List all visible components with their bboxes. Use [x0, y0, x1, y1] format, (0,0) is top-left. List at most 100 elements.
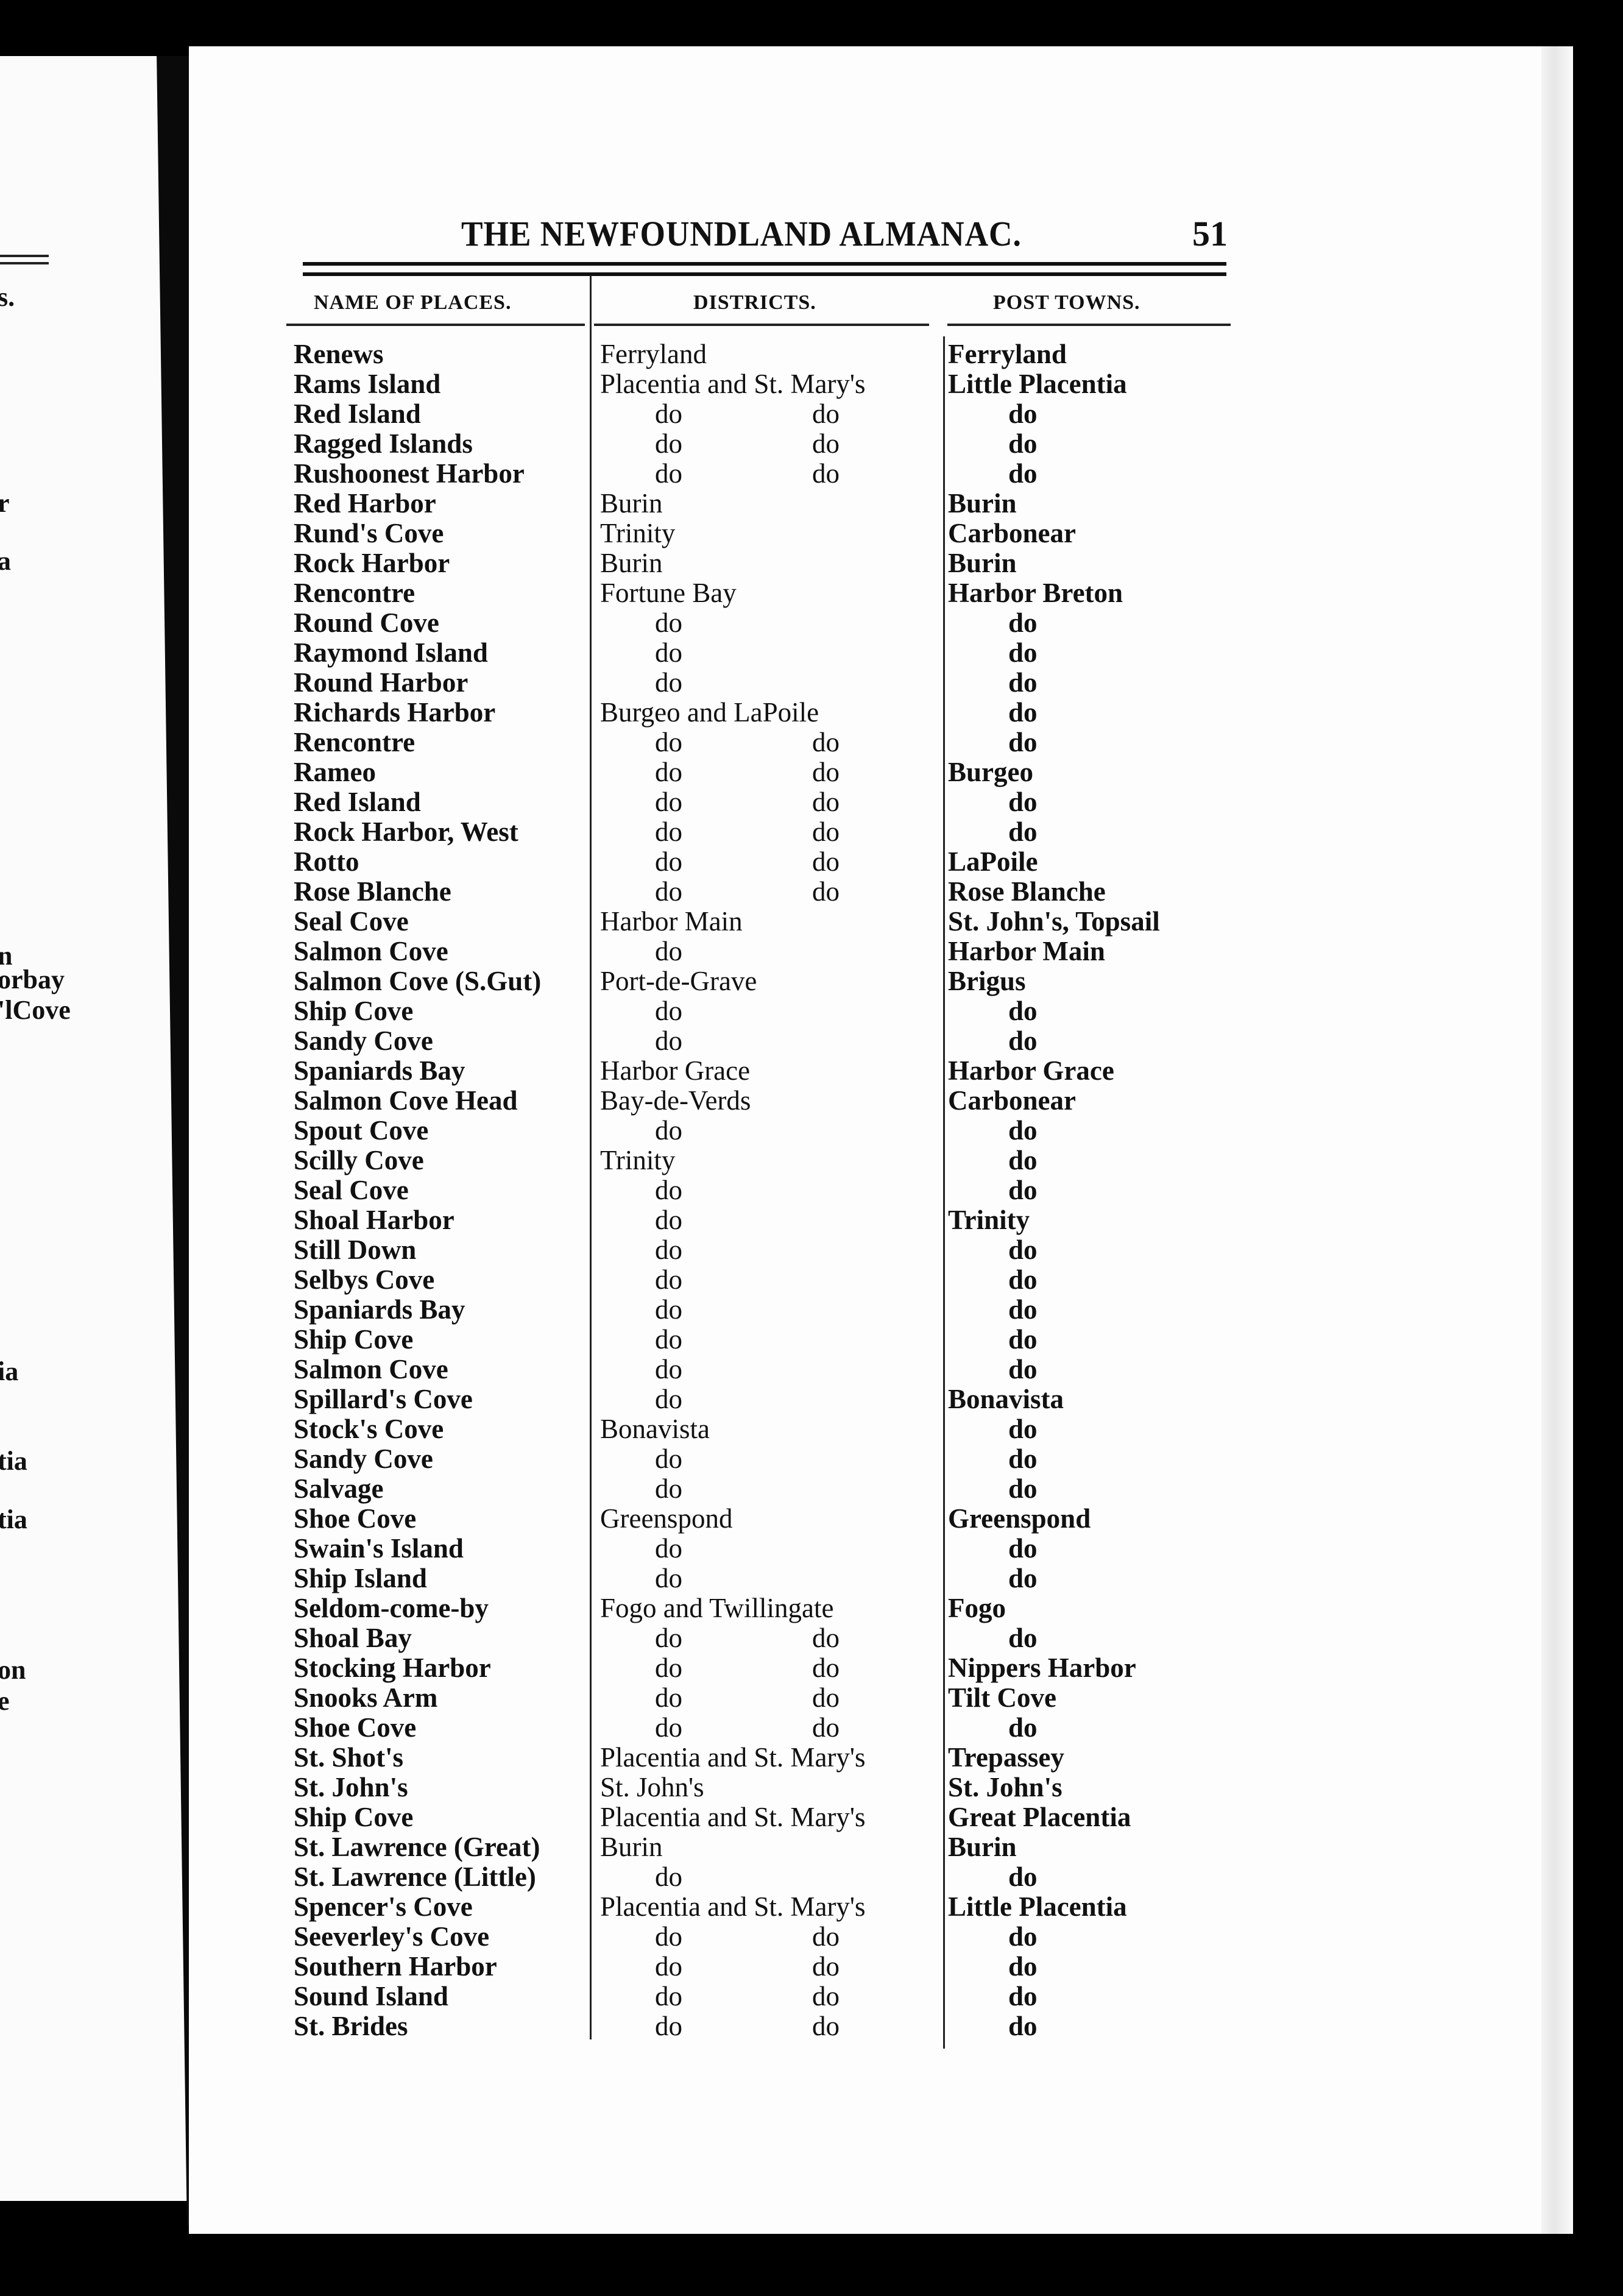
place-name: Spout Cove [294, 1115, 429, 1146]
district: do [655, 1205, 682, 1235]
table-row: Sandy Cove do do [0, 1026, 1340, 1056]
post-town: do [1008, 1294, 1038, 1325]
district: do [655, 428, 682, 459]
district: Bay-de-Verds [600, 1085, 751, 1116]
table-row: Round Harbor do do [0, 668, 1340, 698]
table-row: Shoe Cove Greenspond Greenspond [0, 1504, 1340, 1534]
place-name: Seeverley's Cove [294, 1921, 490, 1952]
table-row: Ship Cove Placentia and St. Mary's Great P… [0, 1802, 1340, 1832]
table-row: Richards Harbor Burgeo and LaPoile do [0, 698, 1340, 728]
table-row: Still Down do do [0, 1235, 1340, 1265]
table-row: Salvage do do [0, 1474, 1340, 1504]
table-row: Shoal Harbor do Trinity [0, 1205, 1340, 1235]
post-town: do [1008, 1145, 1038, 1175]
district: do [655, 1951, 682, 1982]
table-row: Salmon Cove (S.Gut) Port-de-Grave Brigus [0, 966, 1340, 996]
table-row: Rams Island Placentia and St. Mary's Littl… [0, 369, 1340, 399]
place-name: Ship Island [294, 1563, 427, 1593]
facing-page-text: tia [0, 1504, 27, 1534]
post-town: Carbonear [948, 1085, 1076, 1116]
place-name: Salmon Cove [294, 1354, 448, 1384]
table-row: Rameo do do Burgeo [0, 757, 1340, 787]
district: do [655, 996, 682, 1026]
table-row: Rencontre Fortune Bay Harbor Breton [0, 578, 1340, 608]
place-name: Rameo [294, 757, 376, 787]
table-row: Stock's Cove Bonavista do [0, 1414, 1340, 1444]
post-town: Greenspond [948, 1503, 1091, 1534]
district: Placentia and St. Mary's [600, 1742, 866, 1773]
place-name: Rams Island [294, 369, 441, 399]
place-name: Salvage [294, 1473, 384, 1504]
district: Placentia and St. Mary's [600, 369, 866, 399]
post-town: do [1008, 1951, 1038, 1982]
table-row: Rund's Cove Trinity Carbonear [0, 519, 1340, 548]
table-row: Shoal Bay do do do [0, 1623, 1340, 1653]
column-header-name: NAME OF PLACES. [314, 291, 512, 314]
district: Fogo and Twillingate [600, 1593, 834, 1623]
facing-page-text: r [0, 488, 10, 518]
place-name: Sandy Cove [294, 1026, 433, 1056]
post-town: Burin [948, 488, 1017, 519]
district-ditto: do [812, 1951, 840, 1982]
district: Placentia and St. Mary's [600, 1802, 866, 1832]
place-name: St. John's [294, 1772, 408, 1802]
district: do [655, 637, 682, 668]
post-town: Fogo [948, 1593, 1006, 1623]
place-name: Round Harbor [294, 667, 469, 698]
district-ditto: do [812, 846, 840, 877]
district: St. John's [600, 1772, 704, 1802]
district: Greenspond [600, 1503, 733, 1534]
table-row: Ship Cove do do [0, 996, 1340, 1026]
district-ditto: do [812, 1682, 840, 1713]
post-town: do [1008, 1354, 1038, 1384]
district: do [655, 1473, 682, 1504]
table-row: Swain's Island do do [0, 1534, 1340, 1564]
post-town: St. John's [948, 1772, 1063, 1802]
district: Burgeo and LaPoile [600, 697, 819, 728]
district: do [655, 1921, 682, 1952]
district-ditto: do [812, 2011, 840, 2041]
place-name: Salmon Cove (S.Gut) [294, 966, 542, 996]
post-town: do [1008, 1264, 1038, 1295]
district: do [655, 846, 682, 877]
district-ditto: do [812, 787, 840, 817]
table-row: St. Lawrence (Little) do do [0, 1862, 1340, 1892]
district: do [655, 1026, 682, 1056]
place-name: Salmon Cove [294, 936, 448, 966]
post-town: do [1008, 817, 1038, 847]
facing-page-rule [0, 262, 49, 264]
post-town: do [1008, 996, 1038, 1026]
table-row: St. John's St. John's St. John's [0, 1773, 1340, 1802]
table-row: Salmon Cove Head Bay-de-Verds Carbonear [0, 1086, 1340, 1116]
post-town: do [1008, 667, 1038, 698]
district: Harbor Grace [600, 1055, 751, 1086]
place-name: Swain's Island [294, 1533, 464, 1564]
post-town: Little Placentia [948, 1891, 1127, 1922]
place-name: Rotto [294, 846, 359, 877]
district: do [655, 1712, 682, 1743]
post-town: Little Placentia [948, 369, 1127, 399]
district-ditto: do [812, 757, 840, 787]
place-name: Spillard's Cove [294, 1384, 473, 1414]
place-name: Rock Harbor [294, 548, 450, 578]
page-edge [1541, 46, 1573, 2234]
post-town: Great Placentia [948, 1802, 1131, 1832]
post-town: do [1008, 1414, 1038, 1444]
place-name: Renews [294, 339, 384, 369]
table-row: Snooks Arm do do Tilt Cove [0, 1683, 1340, 1713]
header-rule [303, 272, 1226, 276]
district: do [655, 787, 682, 817]
post-town: Ferryland [948, 339, 1067, 369]
district: do [655, 1533, 682, 1564]
facing-page-text: 'lCove [0, 995, 71, 1025]
district-ditto: do [812, 727, 840, 757]
post-town: Trinity [948, 1205, 1030, 1235]
place-name: Seal Cove [294, 1175, 409, 1205]
district: do [655, 1653, 682, 1683]
place-name: Selbys Cove [294, 1264, 435, 1295]
table-row: Rushoonest Harbor do do do [0, 459, 1340, 489]
place-name: St. Shot's [294, 1742, 404, 1773]
column-rule [594, 324, 929, 326]
post-town: do [1008, 608, 1038, 638]
district-ditto: do [812, 1981, 840, 2011]
